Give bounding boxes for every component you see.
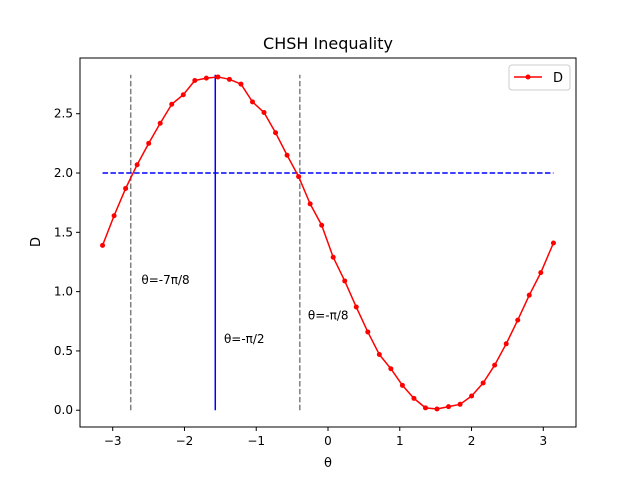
data-point [146,140,152,146]
data-point [134,162,140,168]
data-point [353,304,359,310]
series-line [101,76,555,410]
data-point [399,382,405,388]
data-point [411,395,417,401]
annotation-label: θ=-7π/8 [141,273,189,287]
data-point [342,278,348,284]
data-point [492,362,498,368]
annotation-label: θ=-π/2 [224,332,265,346]
data-point [261,110,267,116]
x-tick-label: 3 [539,434,547,448]
data-point [180,92,186,98]
data-point [169,101,175,107]
data-point [319,222,325,228]
data-point [515,317,521,323]
data-point [365,329,371,335]
x-tick-label: 1 [396,434,404,448]
data-point [284,152,290,158]
y-axis-ticks: 0.0 0.5 1.0 1.5 2.0 2.5 [54,107,80,417]
data-point [123,185,129,191]
data-point [238,81,244,87]
data-point [388,366,394,372]
y-tick-label: 0.5 [54,344,73,358]
data-point [538,270,544,276]
x-tick-label: 0 [324,434,332,448]
data-point [203,75,209,81]
x-tick-label: −2 [176,434,194,448]
data-point [550,240,556,246]
data-point [422,405,428,411]
annotations: θ=-7π/8 θ=-π/2 θ=-π/8 [141,273,348,346]
annotation-label: θ=-π/8 [308,308,349,322]
data-point [503,341,509,347]
data-point [469,393,475,399]
data-point [330,254,336,260]
legend-label: D [553,71,563,86]
x-tick-label: −3 [104,434,122,448]
y-tick-label: 0.0 [54,403,73,417]
data-point [226,76,232,82]
series-layer [100,74,556,412]
data-point [434,406,440,412]
chart-title: CHSH Inequality [263,34,393,53]
data-point [296,174,302,180]
y-axis-label: D [29,237,44,247]
x-axis-label: θ [324,456,332,471]
data-point [215,74,221,80]
data-point [376,351,382,357]
y-tick-label: 1.0 [54,285,73,299]
data-point [249,99,255,105]
legend-marker-swatch [525,74,531,80]
data-point [446,404,452,410]
data-point [307,201,313,207]
y-tick-label: 2.5 [54,107,73,121]
x-tick-label: 2 [468,434,476,448]
y-tick-label: 1.5 [54,225,73,239]
y-tick-label: 2.0 [54,166,73,180]
data-point [192,78,198,84]
vertical-reference-lines [129,74,301,411]
plot-area: θ=-7π/8 θ=-π/2 θ=-π/8 [100,74,556,412]
x-tick-label: −1 [247,434,265,448]
data-point [111,213,117,219]
x-axis-ticks: −3 −2 −1 0 1 2 3 [104,427,547,448]
data-point [480,380,486,386]
data-point [457,401,463,407]
data-point [526,292,532,298]
data-point [100,242,106,248]
legend: D [508,64,571,91]
data-point [157,120,163,126]
data-point [273,130,279,136]
